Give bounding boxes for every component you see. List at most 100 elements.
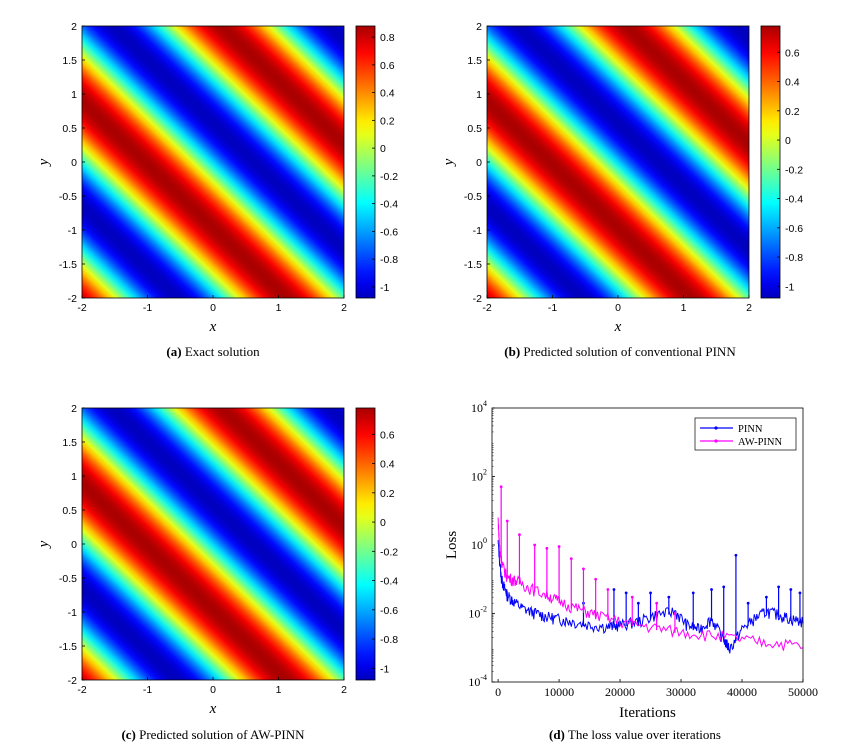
y-tick-label: 1.5 xyxy=(62,55,77,67)
x-axis-label: x xyxy=(614,319,622,335)
series-marker xyxy=(518,533,521,537)
x-tick-label: -2 xyxy=(77,684,86,696)
colorbar xyxy=(760,25,781,299)
legend-marker xyxy=(714,426,718,430)
caption-d-tag: (d) xyxy=(549,727,565,742)
plot-background xyxy=(492,408,803,682)
series-marker xyxy=(606,588,610,591)
y-axis-label: y xyxy=(36,158,52,167)
colorbar-tick-label: 0.8 xyxy=(380,32,395,44)
colorbar-tick-label: -0.6 xyxy=(380,226,398,238)
colorbar-tick-label: -0.6 xyxy=(380,605,398,617)
colorbar-tick-label: -0.8 xyxy=(380,254,398,266)
y-tick-label: 1 xyxy=(71,89,77,101)
colorbar-tick-label: 0.4 xyxy=(785,77,800,89)
x-tick-label: -2 xyxy=(77,302,86,314)
x-tick-label: 20000 xyxy=(605,685,635,699)
y-tick-label: 102 xyxy=(471,468,487,484)
y-tick-label: -1.5 xyxy=(59,641,77,653)
legend: PINN AW-PINN xyxy=(694,417,797,451)
series-marker xyxy=(746,601,750,605)
colorbar-tick-label: 0 xyxy=(380,517,386,529)
x-tick-label: 2 xyxy=(341,684,347,696)
x-tick-label: 1 xyxy=(681,302,687,314)
series-marker xyxy=(624,591,628,595)
y-tick-label: -1 xyxy=(68,225,77,237)
series-marker xyxy=(582,567,585,571)
series-marker xyxy=(691,591,695,595)
caption-c-tag: (c) xyxy=(121,727,136,742)
colorbar-tick-label: 0.4 xyxy=(380,88,395,100)
colorbar-tick-label: -0.4 xyxy=(380,576,398,588)
colorbar xyxy=(355,25,376,299)
series-marker xyxy=(765,595,768,599)
series-marker xyxy=(734,553,738,557)
x-tick-label: -1 xyxy=(143,684,152,696)
x-axis-label: Iterations xyxy=(619,705,676,721)
caption-a-text: Exact solution xyxy=(184,344,260,359)
series-pinn xyxy=(497,540,804,654)
x-tick-label: 2 xyxy=(341,302,347,314)
y-tick-label: 10-2 xyxy=(468,605,487,621)
colorbar-tick-label: 0.2 xyxy=(380,115,395,127)
caption-d: (d) The loss value over iterations xyxy=(500,727,770,743)
colorbar-tick-label: -0.4 xyxy=(785,194,803,206)
y-tick-label: -1.5 xyxy=(464,259,482,271)
caption-b: (b) Predicted solution of conventional P… xyxy=(470,344,770,360)
series-marker xyxy=(533,543,537,547)
legend-label: AW-PINN xyxy=(738,437,782,448)
y-tick-label: -2 xyxy=(68,675,77,687)
y-tick-label: -0.5 xyxy=(464,191,482,203)
x-tick-label: 0 xyxy=(210,684,216,696)
series-marker xyxy=(798,591,802,595)
colorbar-tick-label: 0.6 xyxy=(380,429,395,441)
series-marker xyxy=(789,588,793,591)
y-tick-label: 104 xyxy=(471,399,487,415)
y-tick-label: 0.5 xyxy=(467,123,482,135)
series-marker xyxy=(710,588,713,591)
y-tick-label: -0.5 xyxy=(59,573,77,585)
y-tick-label: -1 xyxy=(68,607,77,619)
x-axis-label: x xyxy=(209,319,217,335)
series-marker xyxy=(545,546,549,550)
colorbar-tick-label: -0.8 xyxy=(785,252,803,264)
y-tick-label: -2 xyxy=(68,293,77,305)
series-marker xyxy=(612,588,616,591)
colorbar-tick-label: 0.2 xyxy=(785,106,800,118)
caption-c-text: Predicted solution of AW-PINN xyxy=(139,727,305,742)
series-marker xyxy=(630,595,634,599)
y-tick-label: 10-4 xyxy=(468,673,487,689)
y-tick-label: -0.5 xyxy=(59,191,77,203)
series-marker xyxy=(655,601,659,605)
colorbar-tick-label: 0.6 xyxy=(785,47,800,59)
series-marker xyxy=(673,612,677,615)
series-line xyxy=(497,540,804,654)
y-tick-label: 0.5 xyxy=(62,123,77,135)
colorbar-tick-label: 0 xyxy=(380,143,386,155)
series-marker xyxy=(777,585,781,589)
colorbar-tick-label: 0.2 xyxy=(380,488,395,500)
y-tick-label: 1.5 xyxy=(62,437,77,449)
x-tick-label: 1 xyxy=(276,684,282,696)
y-tick-label: 2 xyxy=(71,21,77,33)
heatmap-field xyxy=(487,26,749,298)
series-marker xyxy=(499,485,503,489)
colorbar-tick-label: -0.2 xyxy=(785,164,803,176)
heatmap-field xyxy=(82,26,344,298)
caption-b-tag: (b) xyxy=(504,344,521,359)
caption-c: (c) Predicted solution of AW-PINN xyxy=(82,727,344,743)
series-aw-pinn xyxy=(497,485,804,651)
x-tick-label: 50000 xyxy=(788,685,818,699)
x-tick-label: 30000 xyxy=(666,685,696,699)
y-tick-label: 2 xyxy=(476,21,482,33)
colorbar-tick-label: 0 xyxy=(785,135,791,147)
x-tick-label: 0 xyxy=(495,685,501,699)
x-tick-label: -1 xyxy=(143,302,152,314)
colorbar-tick-label: 0.6 xyxy=(380,60,395,72)
y-tick-label: 0 xyxy=(71,157,77,169)
legend-label: PINN xyxy=(738,424,763,435)
y-axis-label: y xyxy=(36,540,52,549)
y-tick-label: -1.5 xyxy=(59,259,77,271)
